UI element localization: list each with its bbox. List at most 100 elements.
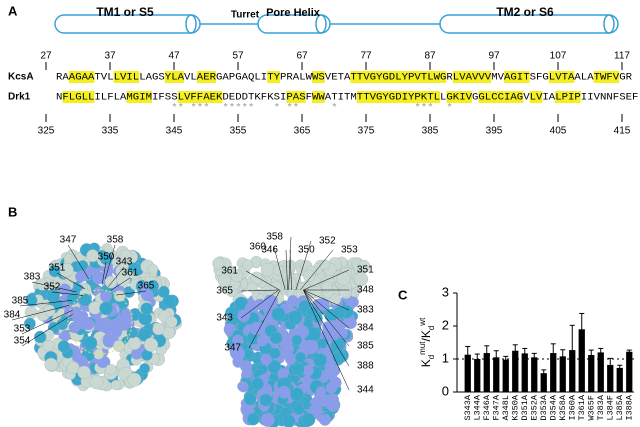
atom [99,301,113,316]
atom [267,359,282,374]
atom [77,365,91,380]
atom [321,281,333,293]
residue-number: 415 [614,126,631,137]
residue-label: 343 [116,257,133,268]
residue-number: 375 [358,126,375,137]
highlight [267,71,280,83]
atom [318,413,331,426]
segment-label: Turret [231,10,260,21]
atom [271,306,286,322]
atom [44,357,58,372]
x-tick-label: T383A [596,394,606,420]
atom [290,387,304,402]
leader [303,289,350,329]
residue-label: 354 [14,336,31,347]
residue-label: 351 [357,265,374,276]
residue-number: 355 [230,126,247,137]
residue-label: 384 [4,310,21,321]
atom [260,412,275,427]
x-tick-label: F346A [482,394,492,420]
atom [89,375,104,390]
atom [232,334,244,346]
atom [269,281,282,294]
atom [128,262,139,273]
residue-label: 348 [357,285,374,296]
leader [300,249,334,291]
highlight [196,71,216,83]
x-tick-label: D354A [549,394,559,420]
atom [162,326,176,340]
atom [282,414,296,427]
residue-number: 27 [40,51,52,62]
highlight [568,71,575,83]
residue-label: 347 [60,235,77,246]
x-tick-label: D353A [539,394,549,420]
leader [248,289,281,349]
residue-label: 344 [357,385,374,396]
x-tick-label: A348L [501,395,511,421]
atom [42,339,55,352]
x-tick-label: L385A [615,394,625,420]
atom [246,281,258,293]
atom [141,288,154,302]
segment-label: Pore Helix [266,7,321,19]
residue-label: 383 [24,272,41,283]
leader [56,272,86,290]
leader [19,300,73,307]
atom [256,335,268,347]
atom [66,292,79,305]
residue-number: 67 [296,51,308,62]
atom [322,395,336,409]
atom [277,385,291,399]
bar [559,356,566,392]
residue-label: 360 [249,242,266,253]
x-tick-label: E352A [530,394,540,420]
ring [67,289,133,355]
leader [105,244,116,280]
bar [493,357,500,392]
leader [245,270,280,291]
y-axis-label-part: mut [418,341,427,355]
highlight [126,91,152,103]
leader [240,289,279,319]
y-axis-label: Kdmut/Kdwt [418,317,436,367]
atom [78,293,92,307]
segment-label: TM1 or S5 [96,5,154,19]
residue-number: 47 [168,51,180,62]
atom [246,412,260,426]
atom [251,377,264,391]
atom [292,363,305,376]
x-tick-label: L344A [473,394,483,420]
x-tick-label: S343A [463,394,473,420]
residue-label: 358 [266,232,283,243]
highlight [164,71,184,83]
panel-label: B [8,204,17,219]
residue-label: 388 [357,361,374,372]
bar [531,357,538,392]
leader [21,309,73,335]
x-tick-label: K358A [558,394,568,420]
atom [83,336,98,350]
atom [23,317,36,330]
atom [110,326,122,338]
atom [333,306,346,319]
atom [230,346,245,361]
y-axis-label-part: d [427,326,436,330]
atom [315,386,327,397]
bar [607,364,614,392]
residue-label: 352 [319,236,336,247]
segment-label: TM2 or S6 [496,5,554,19]
panel-label: A [8,3,18,18]
atom [126,326,138,339]
bar [626,351,633,392]
highlight [312,71,325,83]
atom [127,336,142,350]
atom [306,327,321,342]
atom [313,353,327,367]
residue-number: 385 [422,126,439,137]
x-tick-label: F347A [492,394,502,420]
leader [288,236,292,291]
atom [242,259,254,271]
atom [292,403,305,416]
atom [354,272,369,287]
